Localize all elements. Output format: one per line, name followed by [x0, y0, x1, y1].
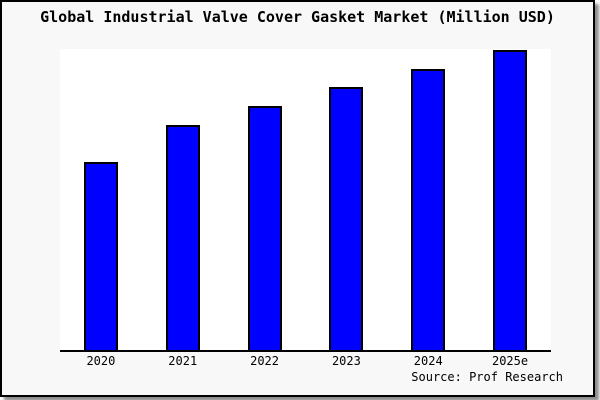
- bar-slot-2025e: [469, 49, 551, 350]
- source-credit: Source: Prof Research: [411, 370, 563, 384]
- bar-slot-2022: [224, 49, 306, 350]
- bar-2022: [247, 105, 282, 350]
- x-tick-2022: 2022: [250, 354, 280, 368]
- x-tick-2020: 2020: [86, 354, 116, 368]
- x-tick-2024: 2024: [413, 354, 443, 368]
- x-axis-tick-labels: 2020 2021 2022 2023 2024 2025e: [60, 354, 551, 368]
- bar-slot-2023: [305, 49, 387, 350]
- bar-slot-2024: [387, 49, 469, 350]
- bar-2021: [165, 124, 200, 350]
- bars-container: [60, 49, 551, 350]
- bar-slot-2020: [60, 49, 142, 350]
- x-tick-2023: 2023: [331, 354, 361, 368]
- plot-area: [60, 49, 551, 352]
- bar-2024: [411, 68, 446, 350]
- bar-2025e: [493, 49, 528, 350]
- bar-slot-2021: [142, 49, 224, 350]
- x-tick-2025e: 2025e: [491, 354, 529, 368]
- bar-2023: [329, 86, 364, 350]
- chart-title: Global Industrial Valve Cover Gasket Mar…: [40, 8, 555, 26]
- bar-2020: [83, 161, 118, 350]
- x-tick-2021: 2021: [168, 354, 198, 368]
